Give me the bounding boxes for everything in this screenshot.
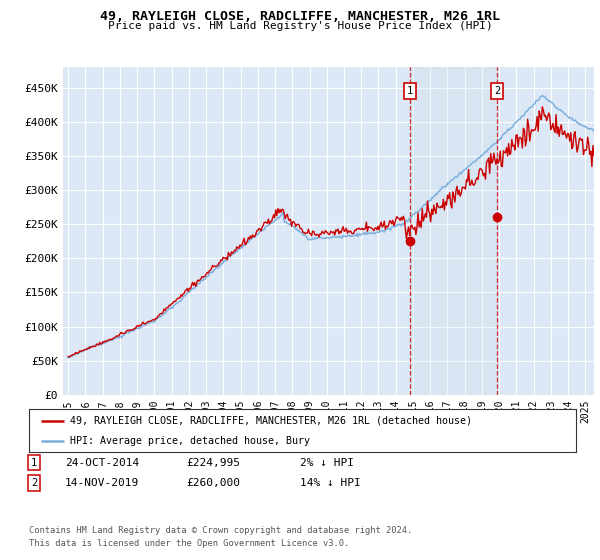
Text: 14% ↓ HPI: 14% ↓ HPI (300, 478, 361, 488)
Text: 49, RAYLEIGH CLOSE, RADCLIFFE, MANCHESTER, M26 1RL: 49, RAYLEIGH CLOSE, RADCLIFFE, MANCHESTE… (100, 10, 500, 23)
Text: £224,995: £224,995 (186, 458, 240, 468)
Text: 24-OCT-2014: 24-OCT-2014 (65, 458, 139, 468)
Text: 14-NOV-2019: 14-NOV-2019 (65, 478, 139, 488)
Text: Contains HM Land Registry data © Crown copyright and database right 2024.
This d: Contains HM Land Registry data © Crown c… (29, 526, 412, 548)
Text: 2% ↓ HPI: 2% ↓ HPI (300, 458, 354, 468)
Text: HPI: Average price, detached house, Bury: HPI: Average price, detached house, Bury (70, 436, 310, 446)
Text: 49, RAYLEIGH CLOSE, RADCLIFFE, MANCHESTER, M26 1RL (detached house): 49, RAYLEIGH CLOSE, RADCLIFFE, MANCHESTE… (70, 416, 472, 426)
Bar (410, 67, 497, 395)
Text: £260,000: £260,000 (186, 478, 240, 488)
Text: 2: 2 (494, 86, 500, 96)
Text: 1: 1 (31, 458, 37, 468)
Text: 2: 2 (31, 478, 37, 488)
Text: Price paid vs. HM Land Registry's House Price Index (HPI): Price paid vs. HM Land Registry's House … (107, 21, 493, 31)
Text: 1: 1 (407, 86, 413, 96)
